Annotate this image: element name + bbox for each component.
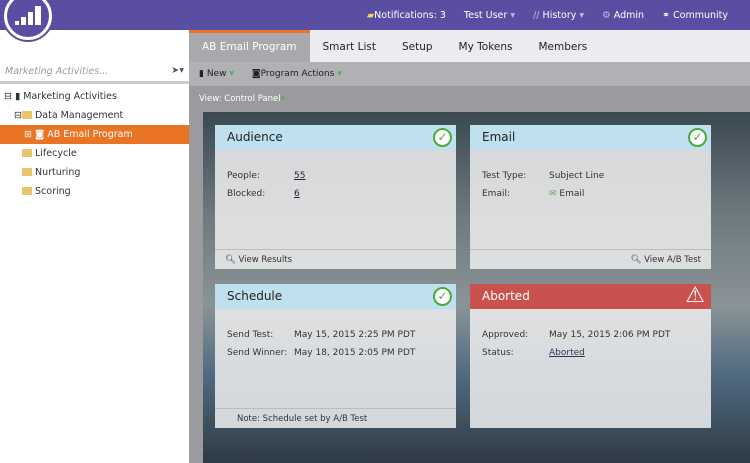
chevron-down-icon: ▾	[229, 69, 234, 79]
folder-icon	[21, 111, 32, 119]
control-panel: Audience ✓ People: 55 Blocked: 6 🔍︎ View Re…	[189, 110, 750, 463]
folder-icon	[22, 168, 32, 176]
tree: ⊟ ▮ Marketing Activities ⊟ Data Managemen…	[0, 87, 189, 201]
new-button[interactable]: ▮ New ▾	[199, 69, 234, 79]
tree-item-lifecycle[interactable]: Lifecycle	[0, 144, 189, 163]
tree-item-ab-email-program[interactable]: ⊞ ◙ AB Email Program	[0, 125, 189, 144]
admin-link[interactable]: ⚙ Admin	[602, 9, 645, 21]
aborted-card: Aborted ⚠ Approved: May 15, 2015 2:06 PM P…	[470, 284, 711, 428]
filter-icon[interactable]: ➤▾	[171, 65, 184, 76]
note-icon: ▰	[366, 9, 375, 21]
top-bar: ▰Notifications: 3 Test User ▾ // History…	[0, 0, 750, 30]
view-ab-test-link[interactable]: 🔍︎ View A/B Test	[470, 249, 711, 269]
view-results-link[interactable]: 🔍︎ View Results	[215, 249, 456, 269]
chevron-down-icon: ▾	[579, 9, 585, 21]
card-header: Audience ✓	[215, 125, 456, 150]
search-icon: 🔍︎	[225, 255, 236, 265]
program-icon: ◙	[34, 129, 45, 140]
tree-search-input[interactable]: Marketing Activities... ➤▾	[0, 58, 189, 84]
tab-ab-email-program[interactable]: AB Email Program	[189, 30, 310, 62]
warning-icon: ⚠	[685, 283, 705, 308]
people-link[interactable]: 55	[294, 171, 306, 181]
sidebar: Marketing Activities... ➤▾ ⊟ ▮ Marketing …	[0, 30, 189, 463]
status-link[interactable]: Aborted	[549, 348, 585, 358]
search-icon: 🔍︎	[630, 255, 642, 265]
check-icon: ✓	[433, 287, 452, 306]
tab-setup[interactable]: Setup	[401, 41, 433, 53]
schedule-note: Note: Schedule set by A/B Test	[215, 408, 456, 428]
marketo-logo[interactable]	[4, 0, 52, 40]
community-link[interactable]: ⚭ Community	[662, 9, 728, 21]
chevron-down-icon: ▾	[280, 94, 285, 104]
check-icon: ✓	[433, 128, 452, 147]
history-icon: //	[533, 9, 540, 21]
email-card: Email ✓ Test Type: Subject Line Email: ✉ Em…	[470, 125, 711, 269]
card-header: Aborted ⚠	[470, 284, 711, 309]
folder-icon	[22, 187, 32, 195]
card-header: Schedule ✓	[215, 284, 456, 309]
program-icon: ◙	[251, 69, 261, 79]
user-menu[interactable]: Test User ▾	[463, 9, 516, 21]
card-header: Email ✓	[470, 125, 711, 150]
audience-card: Audience ✓ People: 55 Blocked: 6 🔍︎ View Re…	[215, 125, 456, 269]
tab-members[interactable]: Members	[538, 41, 588, 53]
db-icon: ▮	[14, 91, 21, 102]
tab-my-tokens[interactable]: My Tokens	[458, 41, 513, 53]
check-icon: ✓	[688, 128, 707, 147]
email-link[interactable]: ✉ Email	[549, 189, 585, 199]
tree-item-nurturing[interactable]: Nurturing	[0, 163, 189, 182]
tree-item-data-management[interactable]: ⊟ Data Management	[14, 110, 124, 121]
chevron-down-icon: ▾	[510, 9, 516, 21]
tab-bar: AB Email Program Smart List Setup My Tok…	[189, 30, 750, 62]
tree-item-marketing-activities[interactable]: ⊟ ▮ Marketing Activities	[4, 91, 117, 102]
tree-item-scoring[interactable]: Scoring	[0, 182, 189, 201]
folder-icon	[22, 149, 32, 157]
notifications-link[interactable]: ▰Notifications: 3	[366, 9, 446, 21]
program-actions-button[interactable]: ◙Program Actions ▾	[251, 69, 342, 79]
community-icon: ⚭	[662, 9, 670, 21]
view-selector[interactable]: View: Control Panel▾	[189, 86, 750, 110]
gear-icon: ⚙	[602, 9, 611, 21]
history-menu[interactable]: // History ▾	[533, 9, 585, 21]
schedule-card: Schedule ✓ Send Test: May 15, 2015 2:25 PM…	[215, 284, 456, 428]
toolbar: ▮ New ▾ ◙Program Actions ▾	[189, 62, 750, 86]
tab-smart-list[interactable]: Smart List	[322, 41, 376, 53]
email-icon: ✉	[549, 189, 557, 199]
blocked-link[interactable]: 6	[294, 189, 300, 199]
chevron-down-icon: ▾	[337, 69, 342, 79]
